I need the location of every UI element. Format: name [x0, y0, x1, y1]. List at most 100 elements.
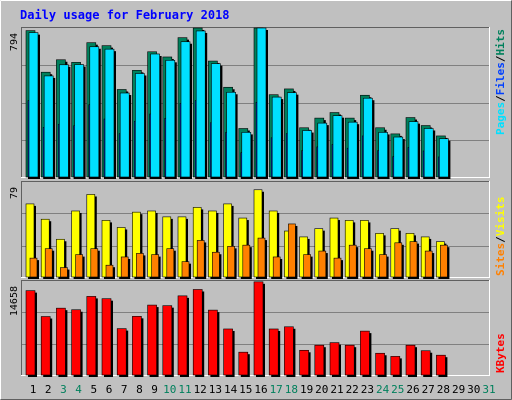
sites-bar: [29, 257, 38, 278]
pages-bar: [28, 32, 39, 178]
sites-bar: [136, 253, 144, 278]
pages-bar: [180, 41, 191, 178]
x-tick-label: 2: [45, 383, 52, 396]
kbytes-bar: [25, 290, 36, 376]
kbytes-bar: [268, 328, 279, 376]
x-tick-label: 23: [361, 383, 374, 396]
pages-bar: [211, 63, 221, 178]
kbytes-bar: [375, 352, 385, 376]
x-tick-label: 27: [422, 383, 435, 396]
x-tick-label: 3: [60, 383, 67, 396]
pages-bar: [439, 138, 449, 178]
kbytes-y-max-label: 14658: [9, 286, 20, 316]
x-tick-label: 1: [30, 383, 37, 396]
sites-bar: [348, 244, 357, 278]
x-tick-label: 8: [136, 383, 143, 396]
sites-bar: [196, 240, 205, 278]
x-tick-label: 25: [391, 383, 404, 396]
x-tick-label: 13: [209, 383, 222, 396]
pages-bar: [226, 91, 236, 178]
kbytes-bar: [147, 304, 157, 376]
x-tick-label: 28: [437, 383, 450, 396]
x-tick-label: 4: [75, 383, 82, 396]
sites-bar: [166, 248, 175, 278]
x-tick-label: 18: [285, 383, 298, 396]
sites-bar: [379, 254, 387, 278]
kbytes-bar: [314, 344, 325, 376]
pages-bar: [165, 60, 176, 178]
x-tick-label: 14: [224, 383, 238, 396]
x-tick-label: 22: [346, 383, 359, 396]
pages-bar: [89, 46, 100, 178]
sites-bar: [257, 237, 266, 278]
sites-bar: [394, 242, 403, 278]
kbytes-bar: [299, 349, 309, 376]
legend-hits-files-pages: Pages/Files/Hits: [494, 29, 507, 135]
sites-bar: [181, 261, 190, 278]
pages-bar: [423, 128, 434, 178]
pages-bar: [317, 122, 328, 178]
pages-bar: [271, 96, 282, 178]
sites-bar: [288, 223, 296, 278]
pages-bar: [332, 115, 343, 178]
x-tick-label: 17: [270, 383, 283, 396]
legend-hits: Hits: [494, 29, 507, 56]
x-tick-label: 31: [482, 383, 495, 396]
pages-bar: [256, 27, 267, 178]
pages-bar: [347, 121, 358, 178]
sites-bar: [105, 264, 114, 278]
pages-bar: [135, 73, 145, 178]
chart-title: Daily usage for February 2018: [20, 8, 230, 22]
x-tick-label: 9: [151, 383, 158, 396]
visits-sites-y-max-label: 79: [9, 187, 20, 199]
kbytes-bar: [420, 350, 431, 376]
pages-bar: [408, 121, 419, 178]
kbytes-bar: [208, 309, 218, 376]
x-tick-label: 16: [254, 383, 267, 396]
sites-bar: [364, 248, 372, 278]
pages-bar: [119, 92, 130, 178]
kbytes-bar: [101, 298, 112, 376]
pages-bar: [363, 97, 373, 178]
sites-bar: [212, 251, 220, 278]
pages-bar: [393, 136, 404, 178]
x-tick-label: 19: [300, 383, 313, 396]
kbytes-bar: [253, 281, 264, 376]
pages-bar: [241, 132, 252, 178]
kbytes-bar: [405, 344, 416, 376]
pages-bar: [59, 64, 69, 178]
x-tick-label: 24: [376, 383, 390, 396]
x-tick-label: 7: [121, 383, 128, 396]
legend-kbytes: KBytes: [494, 333, 507, 373]
pages-bar: [104, 48, 115, 178]
kbytes-bar: [40, 316, 51, 376]
legend-visits: Visits: [494, 197, 507, 237]
x-tick-label: 12: [194, 383, 207, 396]
x-tick-label: 11: [178, 383, 191, 396]
pages-bar: [287, 92, 297, 178]
sites-bar: [333, 257, 342, 278]
kbytes-bar: [71, 309, 81, 376]
x-tick-label: 15: [239, 383, 252, 396]
sites-bar: [272, 256, 281, 278]
pages-bar: [43, 75, 54, 178]
kbytes-bar: [284, 326, 294, 376]
kbytes-bar: [132, 316, 142, 376]
kbytes-bar: [116, 328, 127, 376]
x-tick-label: 20: [315, 383, 328, 396]
pages-bar: [150, 53, 160, 178]
sites-bar: [303, 254, 311, 278]
sites-bar: [75, 254, 83, 278]
kbytes-bar: [360, 330, 370, 376]
hits-files-pages-y-max-label: 794: [9, 33, 20, 51]
sites-bar: [120, 256, 129, 278]
sites-bar: [44, 248, 53, 278]
sites-bar: [318, 250, 327, 278]
pages-bar: [74, 64, 84, 178]
x-tick-label: 21: [330, 383, 343, 396]
sites-bar: [90, 248, 99, 278]
legend-files: Files: [494, 62, 507, 95]
legend-sites-visits: Sites/Visits: [494, 197, 507, 277]
pages-bar: [302, 130, 312, 178]
kbytes-bar: [390, 356, 401, 376]
